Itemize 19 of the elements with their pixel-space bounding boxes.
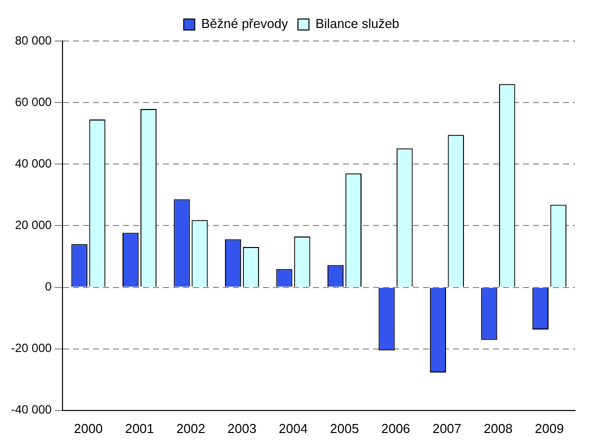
legend-label: Běžné převody bbox=[201, 16, 288, 32]
x-tick-label: 2004 bbox=[278, 420, 308, 436]
y-tick-label: 60 000 bbox=[14, 94, 52, 109]
y-tick-label: -20 000 bbox=[10, 341, 52, 356]
x-tick-label: 2002 bbox=[176, 420, 206, 436]
x-tick-label: 2007 bbox=[432, 420, 462, 436]
x-tick-label: 2001 bbox=[125, 420, 154, 436]
legend-label: Bilance služeb bbox=[315, 16, 400, 32]
y-tick-label: 0 bbox=[45, 280, 52, 294]
y-tick-label: -40 000 bbox=[10, 402, 52, 417]
x-tick-label: 2008 bbox=[484, 420, 513, 436]
y-tick-label: 80 000 bbox=[14, 33, 52, 48]
x-tick-label: 2005 bbox=[330, 420, 359, 436]
y-tick-label: 20 000 bbox=[14, 218, 52, 232]
y-tick-label: 40 000 bbox=[14, 156, 52, 170]
x-tick-label: 2000 bbox=[74, 420, 103, 436]
x-tick-label: 2009 bbox=[534, 420, 564, 436]
x-tick-label: 2003 bbox=[228, 420, 256, 436]
x-tick-label: 2006 bbox=[381, 420, 410, 436]
